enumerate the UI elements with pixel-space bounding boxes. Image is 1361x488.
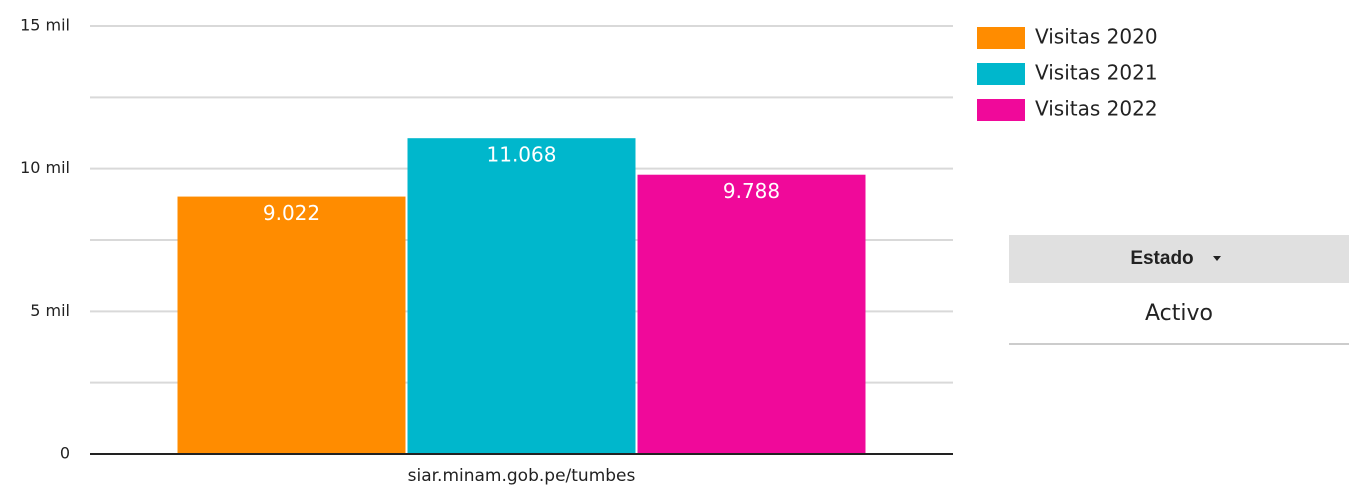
- bar: [637, 174, 866, 454]
- data-label: 9.788: [723, 179, 780, 203]
- legend-swatch: [977, 27, 1025, 49]
- y-tick-label: 0: [60, 444, 70, 463]
- x-tick-label: siar.minam.gob.pe/tumbes: [408, 466, 636, 486]
- legend-label: Visitas 2022: [1035, 97, 1158, 121]
- legend-swatch: [977, 99, 1025, 121]
- bar: [177, 196, 406, 454]
- y-tick-label: 10 mil: [20, 158, 70, 177]
- control-row[interactable]: Activo: [1145, 301, 1213, 326]
- y-tick-label: 5 mil: [30, 301, 70, 320]
- dropdown-arrow[interactable]: [1213, 256, 1221, 261]
- data-label: 9.022: [263, 201, 320, 225]
- control-header[interactable]: [1009, 235, 1349, 283]
- legend-label: Visitas 2021: [1035, 61, 1158, 85]
- control-header-label[interactable]: Estado: [1130, 248, 1193, 269]
- bar: [407, 138, 636, 455]
- legend-label: Visitas 2020: [1035, 25, 1158, 49]
- y-tick-label: 15 mil: [20, 16, 70, 35]
- legend-swatch: [977, 63, 1025, 85]
- data-label: 11.068: [487, 143, 557, 167]
